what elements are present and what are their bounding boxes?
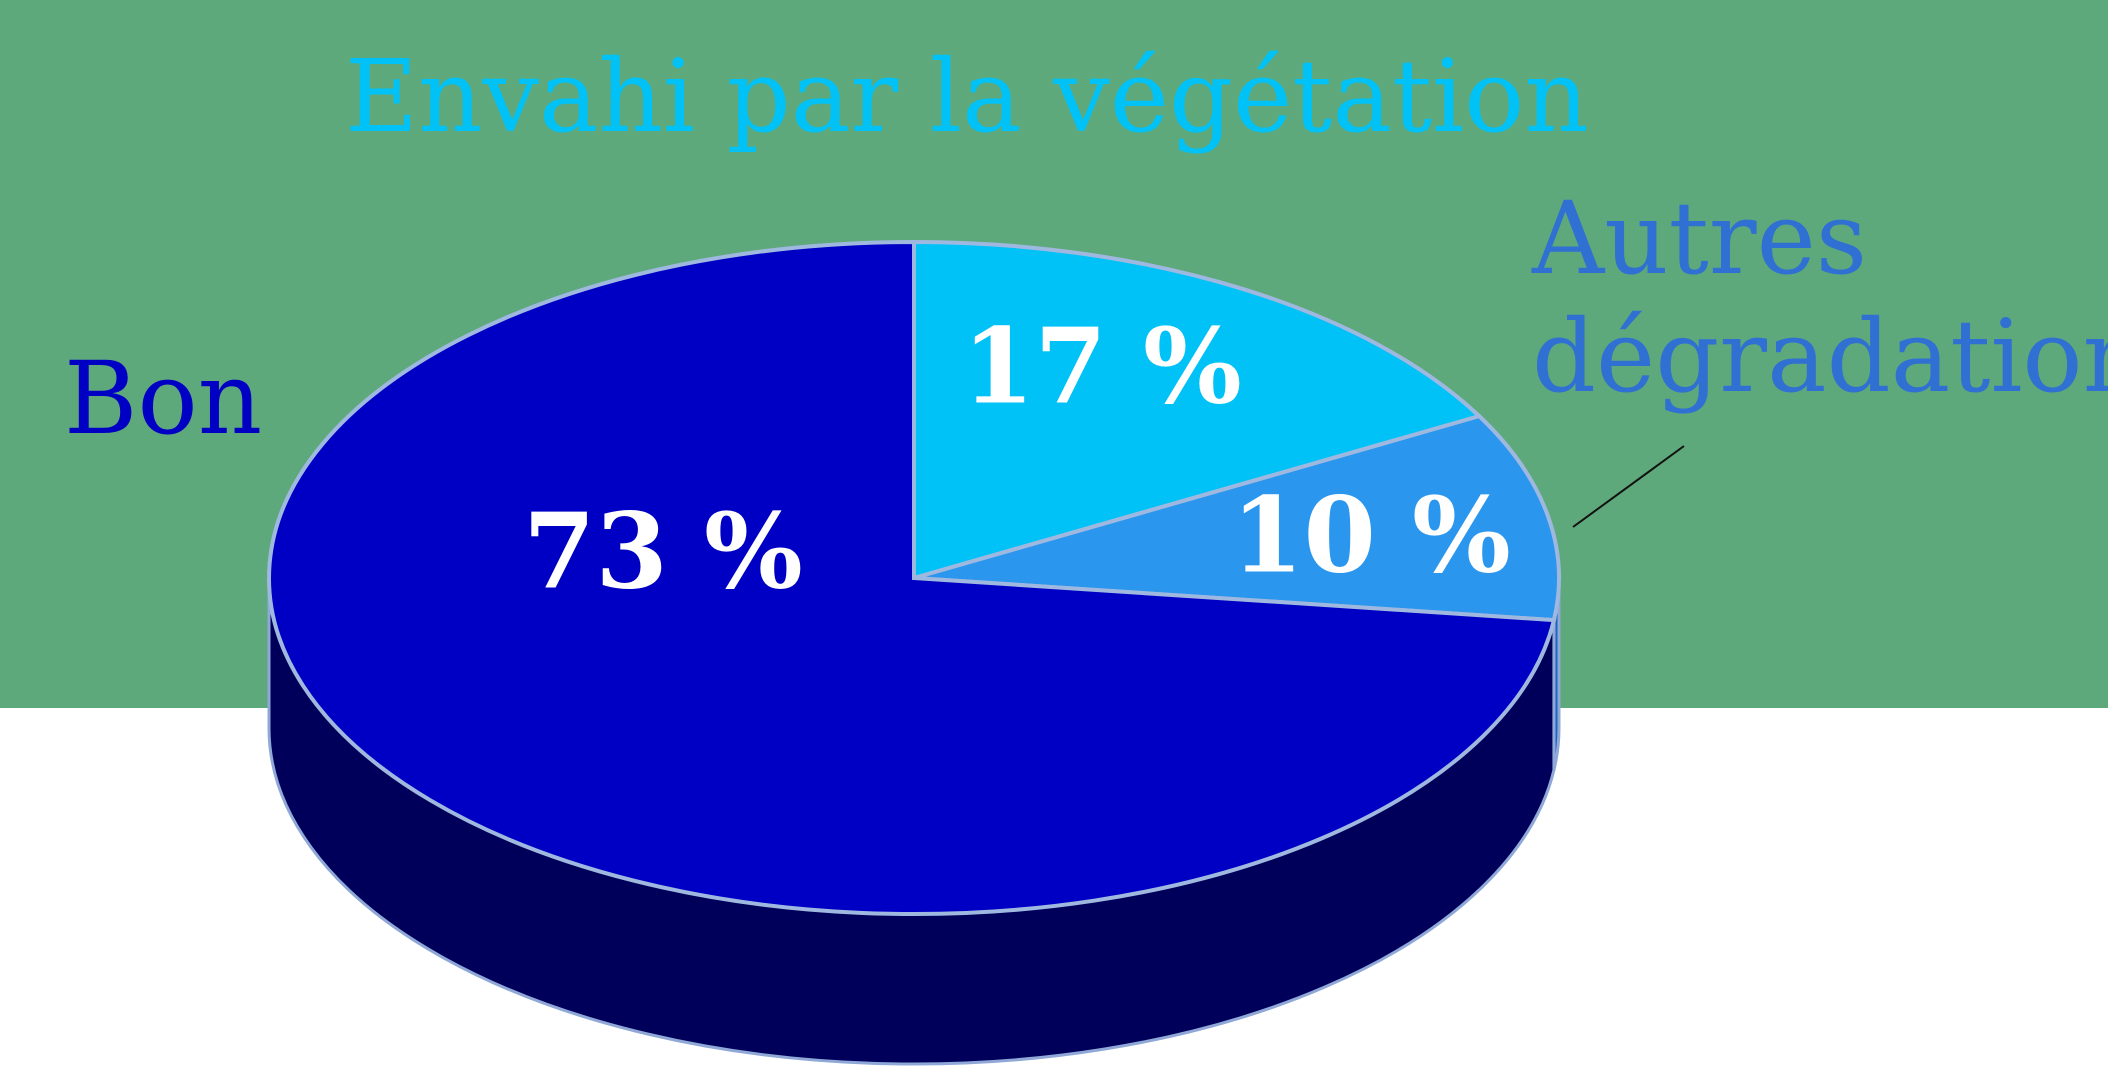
pie-slice bbox=[266, 239, 1557, 916]
category-label: Autres dégradations bbox=[1532, 180, 2108, 415]
leader-line bbox=[1572, 445, 1685, 528]
category-label: Bon bbox=[64, 340, 263, 457]
pie-slice bbox=[912, 239, 1484, 581]
value-label: 17 % bbox=[962, 304, 1242, 428]
value-label: 10 % bbox=[1231, 473, 1511, 597]
category-label: Envahi par la végétation bbox=[345, 38, 1589, 155]
pie-slice bbox=[913, 413, 1561, 623]
value-label: 73 % bbox=[523, 489, 803, 613]
